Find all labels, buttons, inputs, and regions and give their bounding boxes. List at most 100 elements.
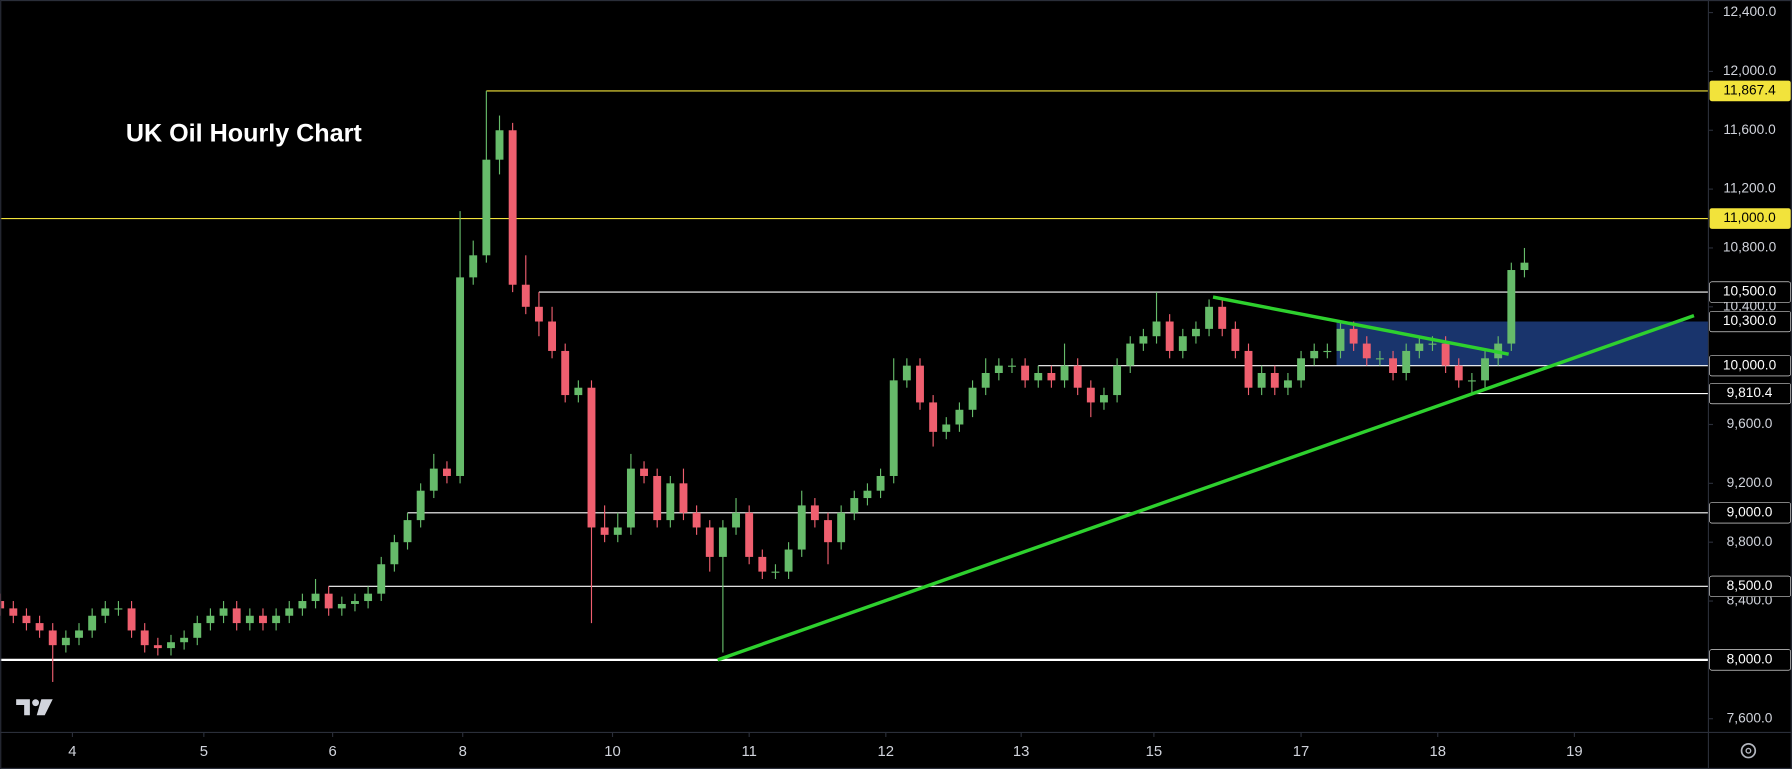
candle-body [797, 505, 806, 550]
candle-body [600, 527, 609, 535]
candle-body [1113, 365, 1122, 396]
candle-body [495, 130, 504, 160]
candle-body [889, 380, 898, 476]
candle-body [245, 615, 254, 624]
candle-body [35, 623, 44, 631]
settings-icon[interactable] [1740, 743, 1757, 759]
candle-body [1297, 358, 1306, 381]
candle-body [1086, 387, 1095, 403]
candle-body [1441, 343, 1450, 366]
candle-body [88, 615, 97, 631]
candle-body [876, 475, 885, 491]
candle-body [9, 608, 18, 616]
level-label-box [1709, 208, 1791, 229]
axis-layer: 7,600.08,000.08,400.08,800.09,200.09,600… [68, 4, 1791, 760]
candle-body [272, 615, 281, 624]
level-label: 8,500.0 [1727, 578, 1773, 593]
candle-body [101, 608, 110, 616]
candle-body [942, 424, 951, 432]
candle-body [1100, 395, 1108, 403]
y-tick-label: 9,200.0 [1727, 475, 1773, 490]
candle-body [1402, 350, 1411, 374]
candle-body [364, 593, 373, 602]
candle-body [1126, 343, 1135, 366]
candle-body [1192, 328, 1200, 337]
x-tick-label: 11 [741, 744, 756, 760]
candle-body [863, 490, 872, 499]
candle-body [574, 387, 583, 396]
candle-body [219, 608, 228, 616]
settings-gear[interactable] [1740, 743, 1757, 759]
candle-body [994, 365, 1003, 374]
x-tick-label: 18 [1429, 744, 1446, 760]
candle-body [1415, 343, 1424, 351]
candle-body [1231, 328, 1240, 351]
y-tick-label: 8,800.0 [1727, 534, 1773, 549]
candle-body [1428, 343, 1437, 345]
candle-body [48, 630, 57, 646]
candle-body [745, 512, 754, 557]
candle-body [1244, 350, 1253, 388]
candle-body [587, 387, 596, 528]
x-tick-label: 4 [68, 744, 76, 760]
candle-body [1323, 350, 1332, 353]
y-tick-label: 11,600.0 [1723, 122, 1776, 137]
candle-body [1481, 358, 1489, 381]
candle-body [232, 608, 241, 624]
candle-body [810, 505, 819, 521]
zone [1336, 321, 1709, 366]
candle-body [758, 556, 767, 572]
candle-body [1362, 343, 1371, 359]
candle-body [1310, 350, 1319, 359]
x-tick-label: 12 [878, 744, 895, 760]
candle-body [613, 527, 622, 535]
settings-gear-center[interactable] [1745, 747, 1752, 754]
candle-body [324, 593, 333, 609]
candle-body [390, 542, 399, 565]
candle-body [403, 520, 412, 543]
level-label: 10,300.0 [1723, 313, 1777, 328]
candle-body [469, 255, 478, 278]
level-label: 11,000.0 [1723, 210, 1776, 225]
candle-body [140, 630, 149, 646]
candle-body [1205, 306, 1214, 329]
candle-body [784, 549, 793, 572]
candle-body [1165, 321, 1174, 351]
x-tick-label: 17 [1293, 744, 1310, 760]
candle-body [377, 564, 386, 594]
candle-body [416, 490, 425, 521]
candle-body [0, 601, 5, 609]
y-tick-label: 10,800.0 [1723, 240, 1777, 255]
candle-body [679, 483, 688, 513]
candle-body [534, 306, 543, 322]
candle-body [981, 373, 990, 388]
candle-body [968, 387, 977, 410]
candle-body [1270, 373, 1279, 388]
candle-body [114, 608, 123, 610]
level-label-box [1709, 310, 1791, 333]
logo-part [16, 699, 30, 716]
level-label: 9,810.4 [1727, 385, 1773, 400]
x-tick-label: 8 [459, 744, 467, 760]
candle-body [153, 645, 162, 649]
y-tick-label: 11,200.0 [1723, 181, 1776, 196]
trendline [717, 314, 1695, 662]
candle-body [1375, 358, 1384, 360]
x-tick-label: 19 [1566, 744, 1583, 760]
trendline [1212, 295, 1510, 356]
level-label-box [1709, 80, 1791, 102]
level-label-box [1709, 281, 1791, 303]
candle-body [75, 630, 83, 638]
candle-body [429, 468, 438, 491]
level-label: 10,500.0 [1723, 284, 1777, 299]
candle-body [640, 468, 648, 476]
level-label: 11,867.4 [1723, 83, 1776, 98]
candle-body [1152, 321, 1161, 337]
x-tick-label: 15 [1146, 744, 1163, 760]
level-label-box [1709, 649, 1791, 671]
candle-body [298, 601, 307, 609]
level-label-box [1709, 382, 1791, 405]
candle-body [1520, 262, 1529, 271]
candle-body [285, 608, 294, 616]
